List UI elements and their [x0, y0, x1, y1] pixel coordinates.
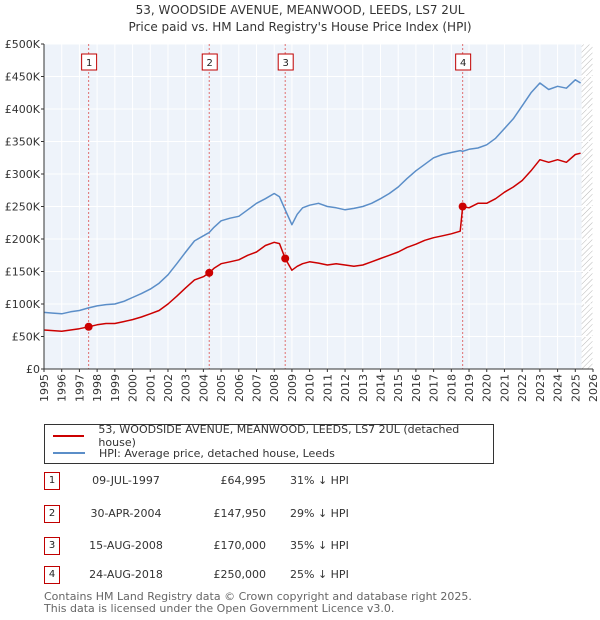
sale-point: [281, 254, 290, 263]
y-tick-label: £350K: [5, 136, 41, 149]
x-tick-label: 2020: [481, 374, 494, 402]
legend-item-property: 53, WOODSIDE AVENUE, MEANWOOD, LEEDS, LS…: [53, 423, 493, 449]
transaction-hpi-diff: 29% ↓ HPI: [290, 507, 349, 520]
sale-label: 1: [86, 58, 92, 69]
y-tick-label: £100K: [5, 298, 41, 311]
y-tick-label: £400K: [5, 103, 41, 116]
transaction-price: £250,000: [213, 568, 267, 581]
y-tick-label: £450K: [5, 71, 41, 84]
x-tick-label: 1997: [73, 374, 86, 402]
x-tick-label: 2012: [339, 374, 352, 402]
x-tick-label: 2008: [268, 374, 281, 402]
x-tick-label: 2017: [428, 374, 441, 402]
sale-label: 2: [207, 58, 213, 69]
y-tick-label: £300K: [5, 168, 41, 181]
transaction-hpi-diff: 35% ↓ HPI: [290, 539, 349, 552]
legend-property-label: 53, WOODSIDE AVENUE, MEANWOOD, LEEDS, LS…: [98, 423, 460, 449]
chart-title: 53, WOODSIDE AVENUE, MEANWOOD, LEEDS, LS…: [136, 3, 465, 17]
property-price-line: [43, 152, 581, 333]
x-tick-label: 1998: [91, 374, 104, 402]
x-tick-label: 2010: [304, 374, 317, 402]
table-row: 2 30-APR-2004 £147,950 29% ↓ HPI: [44, 505, 464, 523]
transaction-date: 09-JUL-1997: [92, 474, 160, 487]
y-tick-label: £0: [26, 363, 40, 376]
table-row: 3 15-AUG-2008 £170,000 35% ↓ HPI: [44, 537, 464, 555]
x-tick-label: 2006: [233, 374, 246, 402]
x-tick-label: 2021: [498, 374, 511, 402]
transaction-price: £147,950: [213, 507, 267, 520]
transaction-number-badge: 3: [44, 537, 60, 555]
chart-subtitle: Price paid vs. HM Land Registry's House …: [128, 20, 471, 34]
x-tick-label: 2019: [463, 374, 476, 402]
table-row: 4 24-AUG-2018 £250,000 25% ↓ HPI: [44, 566, 464, 584]
y-tick-label: £200K: [5, 233, 41, 246]
transaction-price: £64,995: [220, 474, 267, 487]
x-tick-label: 2001: [144, 374, 157, 402]
legend-hpi-line-icon: [53, 452, 85, 454]
x-tick-label: 2015: [392, 374, 405, 402]
y-tick-label: £150K: [5, 266, 41, 279]
x-tick-label: 2014: [374, 374, 387, 402]
x-tick-label: 2013: [357, 374, 370, 402]
sale-label-box: [277, 53, 294, 71]
sale-label-box: [81, 53, 98, 71]
price-chart: 1 2 3 4 £0 £50K £100K £150K £200K £250K £300K £350K…: [5, 3, 600, 402]
table-row: 1 09-JUL-1997 £64,995 31% ↓ HPI: [44, 472, 464, 490]
y-tick-label: £50K: [12, 331, 41, 344]
chart-legend: 53, WOODSIDE AVENUE, MEANWOOD, LEEDS, LS…: [44, 423, 494, 464]
x-tick-label: 2005: [215, 374, 228, 402]
sale-label: 3: [283, 58, 289, 69]
transaction-number-badge: 1: [44, 472, 60, 490]
x-tick-label: 2000: [127, 374, 140, 402]
x-tick-label: 2026: [587, 374, 600, 402]
x-tick-label: 2007: [251, 374, 264, 402]
transaction-date: 30-APR-2004: [90, 507, 162, 520]
x-tick-label: 2009: [286, 374, 299, 402]
sale-label-box: [455, 53, 472, 71]
hpi-line: [43, 79, 581, 315]
x-tick-label: 2016: [410, 374, 423, 402]
transaction-number-badge: 2: [44, 505, 60, 523]
sale-point: [205, 268, 214, 277]
x-tick-label: 2011: [321, 374, 334, 402]
x-tick-label: 2018: [445, 374, 458, 402]
footer-attribution: Contains HM Land Registry data © Crown c…: [44, 591, 472, 615]
y-tick-label: £500K: [5, 38, 41, 51]
x-tick-label: 2022: [516, 374, 529, 402]
legend-property-line-icon: [53, 435, 85, 437]
x-tick-label: 2023: [534, 374, 547, 402]
legend-hpi-label: HPI: Average price, detached house, Leed…: [99, 446, 335, 460]
transaction-date: 24-AUG-2018: [89, 568, 163, 581]
sale-point: [458, 202, 467, 211]
transaction-date: 15-AUG-2008: [89, 539, 163, 552]
sale-label-box: [201, 53, 218, 71]
x-tick-label: 2002: [162, 374, 175, 402]
footer-licence: This data is licensed under the Open Gov…: [44, 602, 395, 615]
sale-label: 4: [460, 58, 466, 69]
y-tick-label: £250K: [5, 201, 41, 214]
footer-copyright: Contains HM Land Registry data © Crown c…: [44, 590, 472, 603]
x-tick-label: 1995: [38, 374, 51, 402]
x-tick-label: 1999: [109, 374, 122, 402]
x-tick-label: 2024: [552, 374, 565, 402]
x-tick-label: 1996: [56, 374, 69, 402]
legend-item-hpi: HPI: Average price, detached house, Leed…: [53, 445, 335, 461]
transaction-hpi-diff: 31% ↓ HPI: [290, 474, 349, 487]
transaction-price: £170,000: [213, 539, 267, 552]
sale-point: [84, 322, 93, 331]
transaction-hpi-diff: 25% ↓ HPI: [290, 568, 349, 581]
x-tick-label: 2025: [569, 374, 582, 402]
transaction-number-badge: 4: [44, 566, 60, 584]
x-tick-label: 2003: [180, 374, 193, 402]
x-tick-label: 2004: [197, 374, 210, 402]
